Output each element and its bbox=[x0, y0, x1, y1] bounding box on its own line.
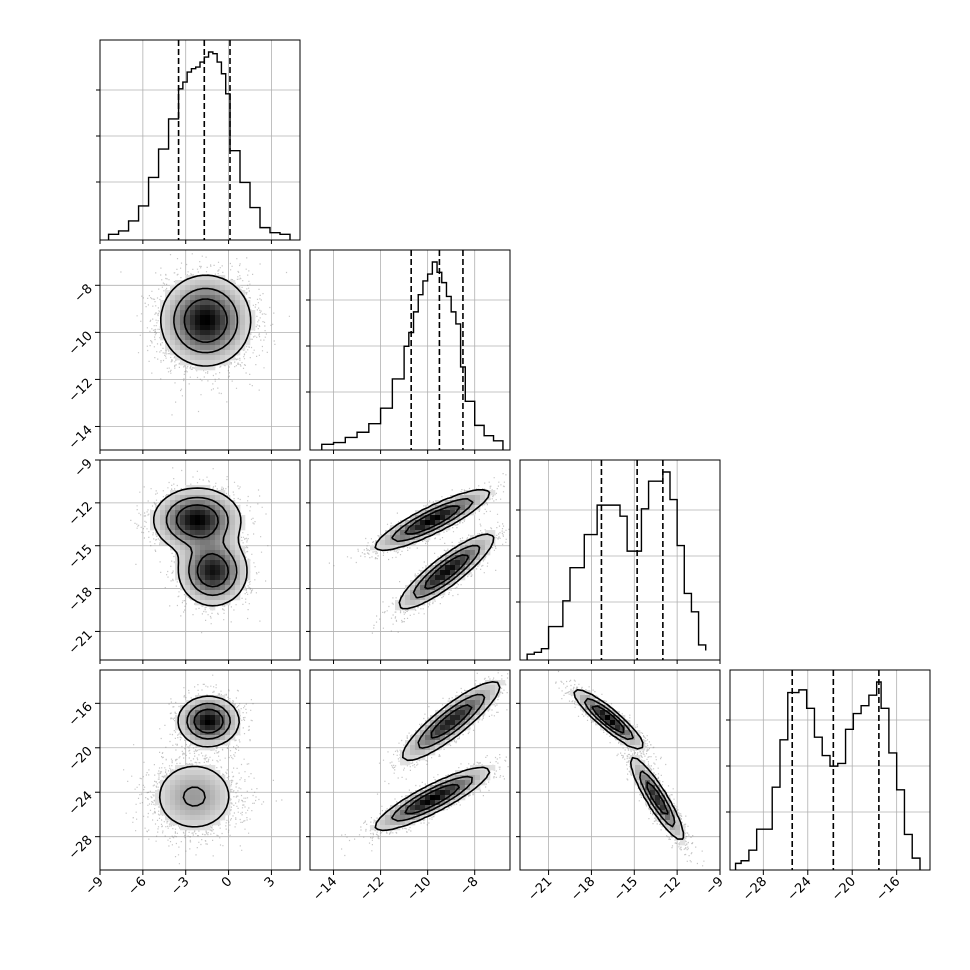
panel-2-0 bbox=[99, 459, 301, 661]
density-map bbox=[150, 485, 251, 611]
density-contour bbox=[165, 496, 238, 597]
y-tick-label: −14 bbox=[66, 423, 96, 453]
x-tick-label: 3 bbox=[262, 874, 278, 890]
histogram-step bbox=[526, 471, 707, 660]
panel-frame bbox=[519, 459, 721, 661]
density-contour bbox=[404, 704, 473, 815]
x-tick-label: −3 bbox=[168, 874, 192, 898]
panel-1-1 bbox=[306, 249, 511, 451]
x-tick-label: −10 bbox=[404, 874, 434, 904]
density-contour bbox=[173, 287, 239, 354]
panel-3-2 bbox=[519, 669, 721, 871]
panel-frame bbox=[519, 669, 721, 871]
panel-frame bbox=[309, 249, 511, 451]
y-tick-label: −20 bbox=[66, 744, 96, 774]
scatter-points bbox=[328, 473, 510, 634]
x-tick-label: −15 bbox=[611, 874, 641, 904]
x-tick-label: 0 bbox=[219, 874, 235, 890]
density-contour bbox=[591, 705, 669, 815]
density-map bbox=[160, 275, 256, 371]
panel-3-0 bbox=[99, 669, 301, 871]
x-tick-label: −6 bbox=[126, 874, 150, 898]
density-contour bbox=[160, 274, 252, 367]
panel-2-1 bbox=[309, 459, 511, 661]
panel-frame bbox=[729, 669, 931, 871]
y-tick-label: −9 bbox=[72, 456, 96, 480]
y-tick-label: −21 bbox=[66, 628, 96, 658]
histogram-step bbox=[734, 681, 921, 870]
density-contour bbox=[374, 488, 495, 610]
x-tick-label: −14 bbox=[310, 874, 340, 904]
density-contour bbox=[404, 505, 470, 590]
x-tick-label: −12 bbox=[654, 874, 684, 904]
y-tick-label: −16 bbox=[66, 700, 96, 730]
density-contour bbox=[193, 708, 224, 734]
panel-frame bbox=[309, 669, 511, 871]
panel-1-0 bbox=[99, 249, 301, 451]
density-contour bbox=[175, 504, 229, 588]
panel-frame bbox=[99, 39, 301, 241]
density-contour bbox=[583, 697, 676, 828]
density-contour bbox=[391, 693, 486, 822]
y-tick-label: −12 bbox=[66, 376, 96, 406]
y-tick-label: −24 bbox=[66, 788, 96, 818]
density-contour bbox=[573, 689, 685, 840]
y-tick-label: −15 bbox=[66, 542, 96, 572]
x-tick-label: −12 bbox=[357, 874, 387, 904]
histogram-step bbox=[321, 261, 504, 450]
x-tick-label: −18 bbox=[568, 874, 598, 904]
panel-frame bbox=[99, 249, 301, 451]
x-tick-label: −21 bbox=[525, 874, 555, 904]
panel-3-1 bbox=[309, 669, 511, 871]
y-tick-label: −8 bbox=[72, 282, 96, 306]
panel-frame bbox=[99, 669, 301, 871]
x-tick-label: −9 bbox=[83, 874, 107, 898]
panel-0-0 bbox=[96, 39, 301, 241]
density-map bbox=[155, 695, 241, 831]
density-contour bbox=[374, 681, 501, 832]
density-contour bbox=[183, 298, 228, 343]
density-contour bbox=[182, 702, 231, 807]
x-tick-label: −28 bbox=[740, 874, 770, 904]
panel-frame bbox=[309, 459, 511, 661]
y-tick-label: −28 bbox=[66, 833, 96, 863]
panel-2-2 bbox=[516, 459, 721, 661]
panel-3-3 bbox=[726, 669, 931, 871]
y-tick-label: −18 bbox=[66, 585, 96, 615]
density-contour bbox=[391, 498, 481, 599]
y-tick-label: −12 bbox=[66, 499, 96, 529]
x-tick-label: −9 bbox=[703, 874, 727, 898]
panel-frame bbox=[99, 459, 301, 661]
histogram-step bbox=[107, 51, 291, 240]
x-tick-label: −16 bbox=[873, 874, 903, 904]
y-tick-label: −10 bbox=[66, 329, 96, 359]
density-contour bbox=[158, 695, 240, 828]
x-tick-label: −20 bbox=[829, 874, 859, 904]
density-contour bbox=[153, 487, 248, 607]
x-tick-label: −8 bbox=[457, 874, 481, 898]
x-tick-label: −24 bbox=[785, 874, 815, 904]
